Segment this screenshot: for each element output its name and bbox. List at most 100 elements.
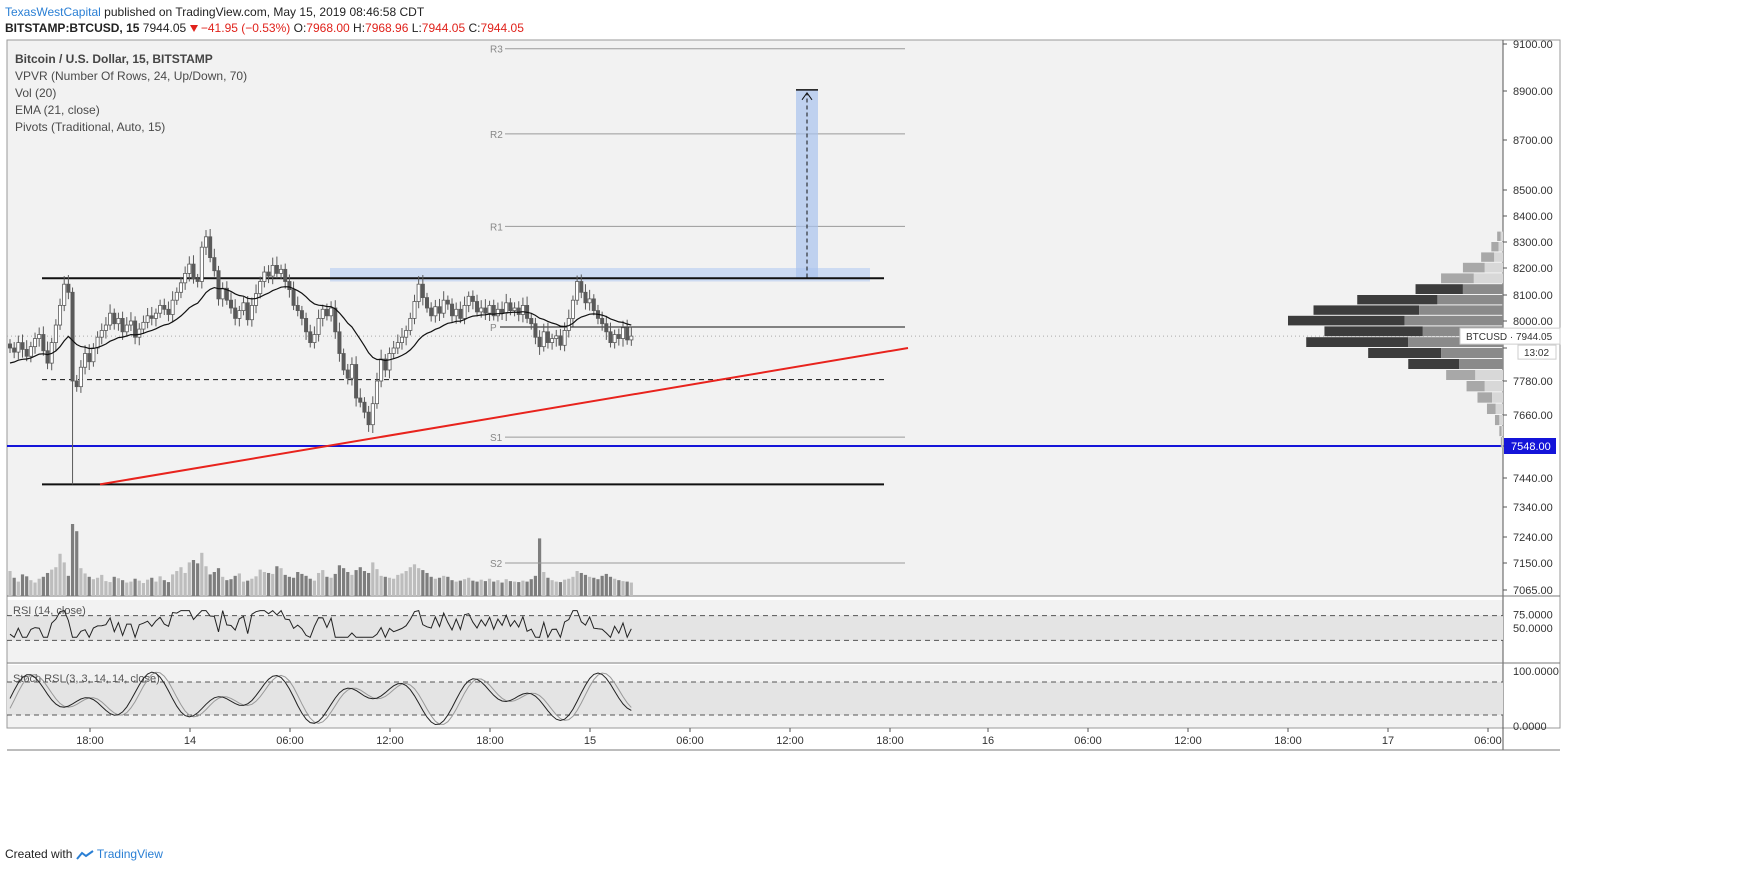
volume-bar: [54, 567, 58, 596]
x-tick-label: 15: [584, 735, 596, 747]
legend-pivots[interactable]: Pivots (Traditional, Auto, 15): [15, 120, 166, 134]
volume-bar: [571, 576, 575, 596]
candle-body: [529, 317, 534, 325]
volume-profile-down: [1492, 392, 1503, 403]
candle-body: [128, 320, 133, 326]
volume-bar: [196, 563, 200, 596]
volume-bar: [412, 564, 417, 596]
volume-bar: [66, 575, 70, 596]
stoch-tick-label: 100.0000: [1513, 666, 1559, 678]
x-tick-label: 06:00: [1074, 735, 1102, 747]
x-tick-label: 14: [184, 735, 196, 747]
volume-bar: [225, 580, 229, 596]
candle-body: [333, 307, 338, 333]
tradingview-link[interactable]: TradingView: [96, 847, 163, 861]
volume-bar: [629, 582, 633, 596]
rsi-band: [7, 615, 1503, 641]
candle-body: [183, 272, 188, 284]
y-tick-label: 8400.00: [1513, 211, 1553, 223]
candle-body: [445, 299, 450, 305]
legend-symbol[interactable]: Bitcoin / U.S. Dollar, 15, BITSTAMP: [15, 52, 213, 66]
candle-body: [358, 397, 363, 403]
volume-profile-up: [1486, 403, 1496, 414]
open-label: O:: [293, 21, 307, 35]
candle-body: [345, 369, 350, 379]
volume-profile-up: [1462, 262, 1485, 273]
volume-bar: [483, 581, 487, 596]
volume-profile-up: [1306, 337, 1409, 347]
candle-body: [516, 307, 521, 315]
volume-bar: [183, 572, 187, 596]
candle-body: [387, 353, 392, 371]
candle-body: [87, 353, 92, 363]
candle-body: [108, 312, 113, 326]
candle-body: [558, 335, 563, 346]
volume-bar: [583, 574, 588, 596]
candle-body: [495, 308, 500, 317]
volume-bar: [12, 577, 16, 596]
y-tick-label: 7240.00: [1513, 532, 1553, 544]
x-tick-label: 06:00: [1474, 735, 1502, 747]
candle-body: [299, 310, 304, 319]
volume-bar: [479, 579, 483, 596]
open-value: 7968.00: [306, 21, 350, 35]
candle-body: [145, 315, 150, 323]
candle-body: [512, 307, 517, 311]
volume-bar: [408, 567, 412, 596]
x-tick-label: 17: [1382, 735, 1394, 747]
footer-credit: Created with TradingView: [5, 846, 163, 862]
volume-bar: [120, 580, 125, 596]
candle-body: [329, 307, 334, 317]
candle-body: [103, 324, 108, 331]
author-link[interactable]: TexasWestCapital: [5, 5, 101, 19]
volume-bar: [116, 578, 121, 596]
volume-bar: [446, 576, 450, 596]
volume-bar: [392, 578, 396, 596]
candle-body: [324, 308, 329, 317]
candle-body: [424, 297, 429, 309]
volume-bar: [354, 570, 358, 596]
volume-bar: [304, 575, 308, 596]
volume-profile-down: [1462, 284, 1503, 294]
created-with-text: Created with: [5, 847, 73, 861]
candle-body: [450, 303, 455, 317]
price-tag-label: BTCUSD · 7944.05: [1466, 332, 1553, 343]
volume-bar: [187, 562, 191, 596]
candle-body: [33, 338, 38, 348]
volume-bar: [204, 566, 208, 596]
legend-volume[interactable]: Vol (20): [15, 86, 57, 100]
countdown-box: [1517, 344, 1557, 360]
candle-body: [45, 350, 50, 364]
candle-body: [420, 283, 425, 299]
candle-body: [366, 411, 371, 426]
volume-bar: [125, 582, 129, 596]
volume-profile-up: [1357, 295, 1438, 305]
x-tick-label: 12:00: [376, 735, 404, 747]
volume-bar: [417, 568, 421, 596]
volume-bar: [162, 580, 166, 596]
candle-body: [399, 336, 404, 344]
candle-body: [78, 366, 83, 388]
pivot-label: R3: [490, 45, 503, 56]
x-tick-label: 06:00: [276, 735, 304, 747]
volume-bar: [104, 581, 108, 596]
volume-bar: [521, 580, 525, 596]
volume-bar: [216, 568, 221, 596]
volume-bar: [20, 574, 25, 596]
candle-body: [600, 317, 605, 325]
candle-body: [279, 268, 284, 274]
published-text: published on TradingView.com, May 15, 20…: [104, 5, 425, 19]
volume-bar: [100, 574, 104, 596]
candle-body: [170, 299, 175, 315]
price-tag-box: [1459, 327, 1561, 345]
volume-bar: [608, 576, 613, 596]
volume-profile-down: [1437, 295, 1503, 305]
volume-bar: [75, 531, 79, 596]
volume-bar: [600, 575, 604, 596]
candle-body: [195, 278, 200, 282]
legend-ema[interactable]: EMA (21, close): [15, 103, 100, 117]
volume-bar: [258, 569, 262, 596]
legend-vpvr[interactable]: VPVR (Number Of Rows, 24, Up/Down, 70): [15, 69, 248, 83]
candle-body: [545, 331, 550, 343]
